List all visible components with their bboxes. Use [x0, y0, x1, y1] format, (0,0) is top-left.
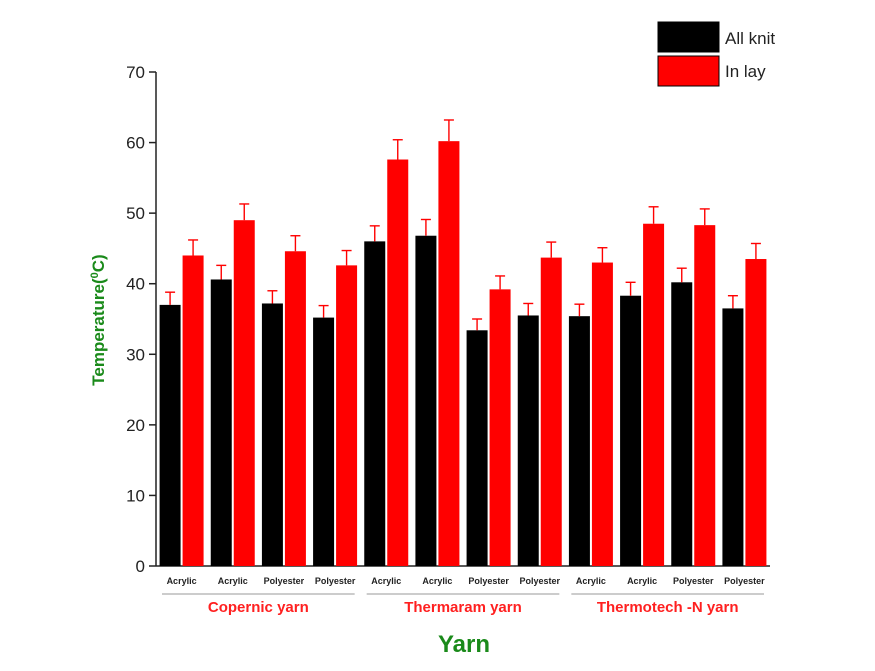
group-label-1: Thermaram yarn	[404, 599, 522, 616]
y-tick-label-0: 0	[136, 557, 145, 576]
category-label-8: Acrylic	[576, 576, 606, 586]
group-label-2: Thermotech -N yarn	[597, 599, 739, 616]
bar-all-knit-8	[568, 316, 590, 566]
axes	[155, 72, 770, 567]
bar-all-knit-3	[313, 317, 335, 566]
category-label-11: Polyester	[724, 576, 765, 586]
category-label-1: Acrylic	[218, 576, 248, 586]
bar-in-lay-11	[745, 259, 767, 566]
category-label-9: Acrylic	[627, 576, 657, 586]
y-axis-ticks: 0 10 20 30 40 50 60 70	[126, 63, 156, 576]
bar-all-knit-7	[517, 315, 539, 566]
group-labels: Copernic yarn Thermaram yarn Thermotech -N…	[162, 593, 764, 616]
bar-in-lay-10	[694, 225, 716, 566]
bar-in-lay-5	[438, 141, 460, 566]
y-axis-label-superscript: 0	[89, 272, 101, 278]
legend-swatch-all-knit	[657, 21, 720, 53]
bar-in-lay-3	[336, 265, 358, 566]
bar-in-lay-7	[540, 257, 562, 566]
category-label-2: Polyester	[264, 576, 305, 586]
legend: All knit In lay	[657, 21, 775, 87]
legend-label-all-knit: All knit	[725, 29, 775, 48]
bar-in-lay-4	[387, 159, 409, 566]
category-labels: Acrylic Acrylic Polyester Polyester Acrylic A…	[167, 576, 766, 586]
bar-in-lay-6	[489, 289, 511, 566]
legend-label-in-lay: In lay	[725, 62, 766, 81]
y-tick-label-6: 60	[126, 134, 145, 153]
y-tick-label-4: 40	[126, 275, 145, 294]
category-label-4: Acrylic	[371, 576, 401, 586]
y-tick-label-3: 30	[126, 345, 145, 364]
category-label-6: Polyester	[468, 576, 509, 586]
bar-all-knit-4	[364, 241, 386, 566]
bar-in-lay-2	[284, 251, 306, 566]
bar-in-lay-1	[233, 220, 255, 566]
bar-all-knit-1	[210, 279, 232, 566]
y-axis-label-main: Temperature(	[89, 278, 108, 386]
category-label-7: Polyester	[519, 576, 560, 586]
bars	[159, 119, 767, 566]
y-tick-label-5: 50	[126, 204, 145, 223]
category-label-10: Polyester	[673, 576, 714, 586]
legend-swatch-in-lay	[657, 55, 720, 87]
bar-all-knit-9	[620, 295, 642, 566]
x-axis-label: Yarn	[438, 631, 490, 658]
y-axis-label: Temperature(0C)	[89, 254, 108, 385]
bar-in-lay-9	[643, 223, 665, 566]
category-label-5: Acrylic	[422, 576, 452, 586]
bar-all-knit-6	[466, 330, 488, 566]
bar-in-lay-8	[591, 262, 613, 566]
bar-all-knit-0	[159, 304, 181, 566]
y-tick-label-7: 70	[126, 63, 145, 82]
y-axis-label-end: C)	[89, 254, 108, 272]
bar-all-knit-10	[671, 282, 693, 566]
bar-all-knit-11	[722, 308, 744, 566]
y-tick-label-2: 20	[126, 416, 145, 435]
group-label-0: Copernic yarn	[208, 599, 309, 616]
category-label-0: Acrylic	[167, 576, 197, 586]
category-label-3: Polyester	[315, 576, 356, 586]
y-tick-label-1: 10	[126, 486, 145, 505]
bar-all-knit-5	[415, 235, 437, 566]
bar-in-lay-0	[182, 255, 204, 566]
bar-all-knit-2	[261, 303, 283, 566]
